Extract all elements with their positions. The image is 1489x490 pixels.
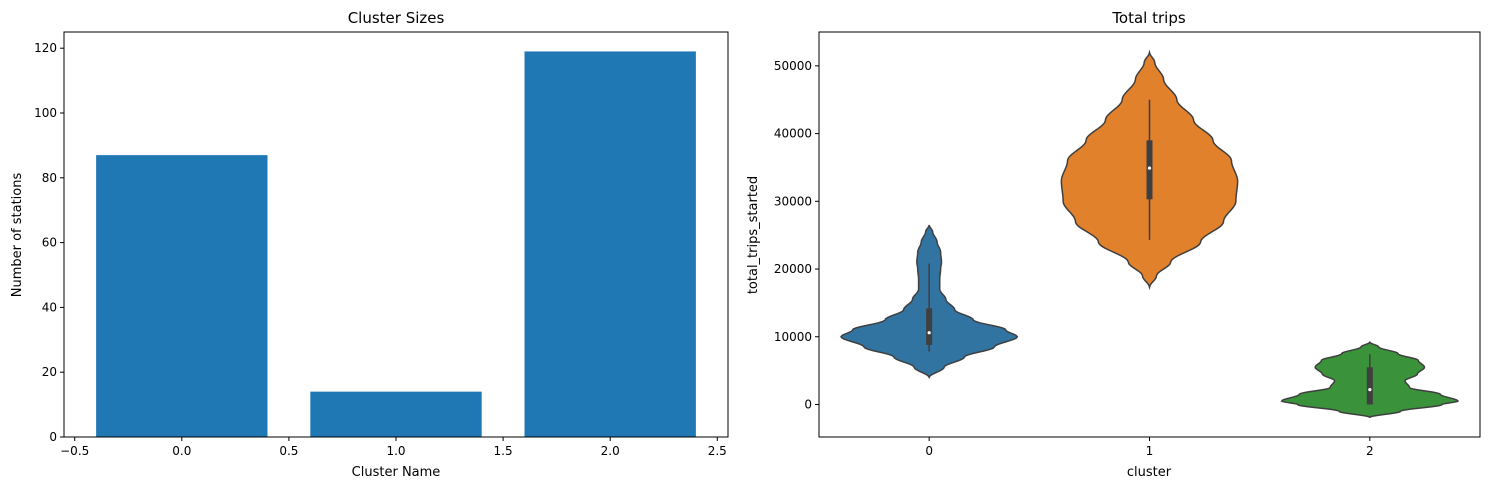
violin-y-tick-label: 20000 [774,262,812,276]
violin-y-axis-label: total_trips_started [746,176,761,294]
bar-cluster-1 [310,391,482,437]
violin-y-tick-label: 0 [804,397,812,411]
violin-y-tick-label: 30000 [774,194,812,208]
violin-iqr-box-cluster-0 [926,308,933,345]
violin-y-tick-label: 40000 [774,127,812,141]
bar-y-axis-label: Number of stations [10,173,25,298]
bar-marks [96,51,696,437]
violin-iqr-box-cluster-2 [1366,367,1373,405]
violin-x-tick-label: 1 [1146,444,1154,458]
violin-y-ticks: 0 10000 20000 30000 40000 50000 [774,59,819,411]
violin-x-ticks: 0 1 2 [925,437,1374,458]
bar-x-tick-label: 1.0 [386,444,405,458]
violin-chart-panel: Total trips 0 1 2 0 10000 20000 30000 40000 500… [746,9,1481,480]
violin-iqr-box-cluster-1 [1146,140,1153,200]
violin-median-cluster-2 [1368,387,1372,392]
violin-median-cluster-1 [1147,166,1152,170]
bar-x-tick-label: 2.5 [708,444,727,458]
violin-y-tick-label: 10000 [774,330,812,344]
bar-y-tick-label: 20 [42,365,57,379]
violin-marks [840,49,1460,419]
violin-plot-frame [818,31,1481,438]
bar-y-tick-label: 120 [34,41,57,55]
bar-x-tick-label: 2.0 [601,444,620,458]
violin-x-axis-label: cluster [1127,465,1172,480]
violin-y-tick-label: 50000 [774,59,812,73]
bar-y-tick-label: 0 [49,430,57,444]
violin-median-cluster-0 [927,331,931,335]
violin-x-tick-label: 0 [925,444,933,458]
bar-y-tick-label: 100 [34,106,57,120]
bar-chart-title: Cluster Sizes [348,9,445,27]
bar-y-ticks: 0 20 40 60 80 100 120 [34,41,64,444]
bar-x-tick-label: 0.0 [172,444,191,458]
violin-x-tick-label: 2 [1366,444,1374,458]
violin-chart-title: Total trips [1111,9,1186,27]
bar-x-tick-label: −0.5 [60,444,89,458]
bar-x-tick-label: 1.5 [494,444,513,458]
bar-y-tick-label: 60 [42,236,57,250]
bar-cluster-2 [524,51,696,437]
bar-y-tick-label: 40 [42,300,57,314]
bar-x-ticks: −0.5 0.0 0.5 1.0 1.5 2.0 2.5 [60,437,727,458]
bar-x-axis-label: Cluster Name [352,465,441,480]
bar-x-tick-label: 0.5 [279,444,298,458]
bar-cluster-0 [96,155,268,437]
bar-y-tick-label: 80 [42,171,57,185]
bar-chart-panel: Cluster Sizes −0.5 0.0 0.5 1.0 1.5 2.0 2.5 0 20… [10,9,729,480]
bar-plot-frame [63,31,729,438]
